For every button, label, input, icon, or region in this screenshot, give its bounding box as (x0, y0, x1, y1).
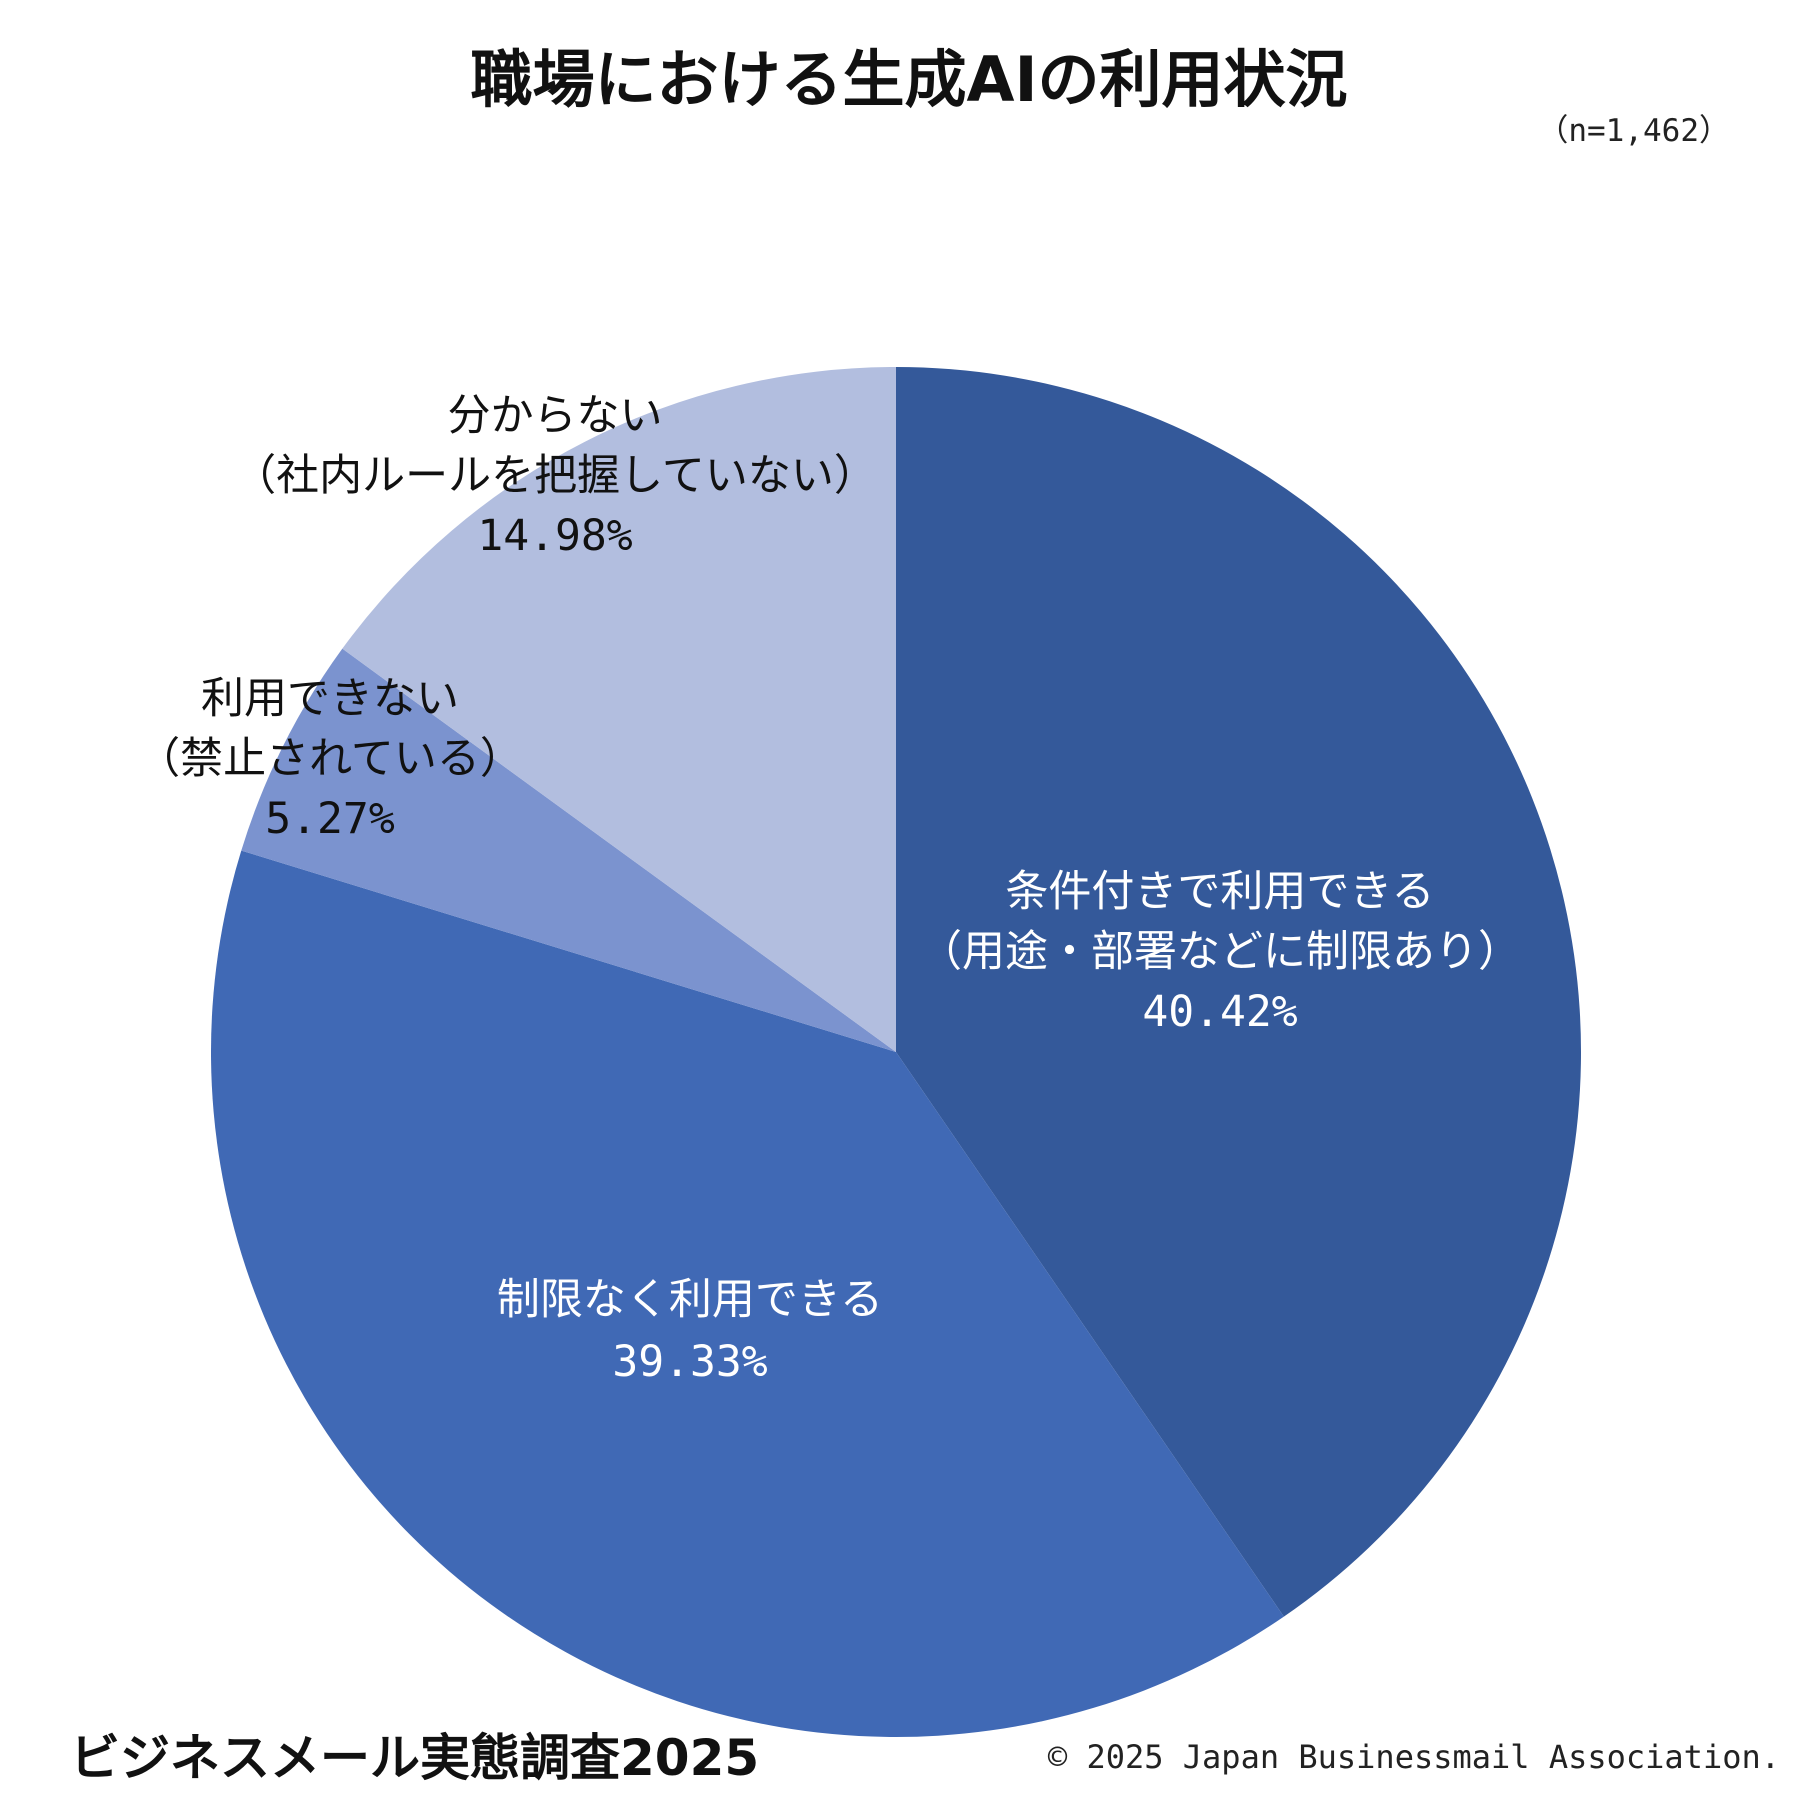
slice-label-unknown-line-1: 分からない (448, 391, 663, 441)
pie-slice-unknown (342, 367, 897, 1052)
slice-value-unrestricted: 39.33% (612, 1337, 767, 1387)
slice-value-conditional: 40.42% (1142, 987, 1297, 1037)
slice-value-prohibited: 5.27% (265, 794, 395, 844)
pie-slice-prohibited (241, 648, 896, 1052)
copyright-notice: © 2025 Japan Businessmail Association. (1048, 1738, 1780, 1776)
slice-label-unknown-line-2: （社内ルールを把握していない） (233, 451, 877, 501)
pie-slice-conditional (896, 367, 1582, 1617)
slice-label-prohibited-line-1: 利用できない (201, 674, 459, 724)
slice-label-conditional-line-2: （用途・部署などに制限あり） (919, 927, 1521, 977)
sample-size: （n=1,462） (1537, 113, 1730, 149)
slice-label-prohibited-line-2: （禁止されている） (137, 734, 523, 784)
slice-value-unknown: 14.98% (477, 511, 632, 561)
slice-label-unrestricted-line-1: 制限なく利用できる (497, 1275, 883, 1325)
chart-title: 職場における生成AIの利用状況 (470, 43, 1347, 116)
slice-label-conditional-line-1: 条件付きで利用できる (1005, 867, 1434, 917)
pie-slice-unrestricted (210, 850, 1284, 1738)
pie-slices (210, 367, 1582, 1738)
pie-labels: 条件付きで利用できる （用途・部署などに制限あり） 40.42% 制限なく利用できる 3… (137, 391, 1521, 1387)
survey-name: ビジネスメール実態調査2025 (70, 1729, 759, 1787)
